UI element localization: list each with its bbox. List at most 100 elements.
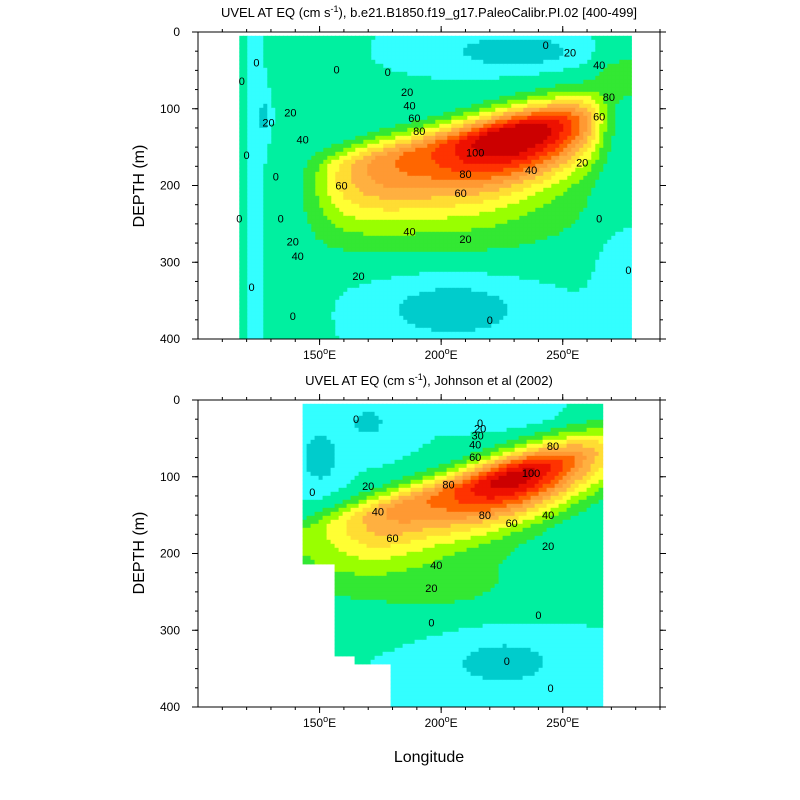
field-cell (407, 67, 412, 73)
field-cell (443, 51, 448, 57)
field-cell (463, 259, 468, 265)
field-cell (271, 299, 276, 305)
field-cell (343, 35, 348, 41)
field-cell (439, 39, 444, 45)
field-cell (311, 255, 316, 261)
field-cell (247, 99, 252, 105)
field-cell (311, 175, 316, 181)
field-cell (275, 275, 280, 281)
field-cell (251, 299, 256, 305)
field-cell (491, 299, 496, 305)
field-cell (355, 255, 360, 261)
field-cell (335, 303, 340, 309)
field-cell (255, 267, 260, 273)
field-cell (339, 195, 344, 201)
field-cell (451, 71, 456, 77)
field-cell (371, 147, 376, 153)
field-cell (383, 55, 388, 61)
field-cell (451, 291, 456, 297)
field-cell (331, 111, 336, 117)
field-cell (319, 231, 324, 237)
field-cell (247, 159, 252, 165)
field-cell (291, 91, 296, 97)
field-cell (495, 139, 500, 145)
field-cell (279, 79, 284, 85)
field-cell (495, 315, 500, 321)
field-cell (431, 307, 436, 313)
field-cell (483, 55, 488, 61)
field-cell (327, 303, 332, 309)
field-cell (419, 143, 424, 149)
field-cell (483, 211, 488, 217)
field-cell (255, 335, 260, 339)
field-cell (307, 203, 312, 209)
field-cell (263, 211, 268, 217)
field-cell (419, 63, 424, 69)
field-cell (359, 111, 364, 117)
field-cell (395, 223, 400, 229)
field-cell (411, 287, 416, 293)
field-cell (443, 251, 448, 257)
field-cell (239, 199, 244, 205)
field-cell (463, 55, 468, 61)
field-cell (347, 87, 352, 93)
field-cell (315, 91, 320, 97)
field-cell (299, 215, 304, 221)
field-cell (267, 267, 272, 273)
field-cell (323, 71, 328, 77)
field-cell (247, 155, 252, 161)
field-cell (283, 231, 288, 237)
field-cell (423, 263, 428, 269)
field-cell (463, 263, 468, 269)
field-cell (251, 311, 256, 317)
field-cell (399, 111, 404, 117)
field-cell (411, 295, 416, 301)
field-cell (375, 203, 380, 209)
field-cell (267, 259, 272, 265)
field-cell (455, 315, 460, 321)
field-cell (347, 227, 352, 233)
field-cell (431, 47, 436, 53)
field-cell (251, 295, 256, 301)
field-cell (495, 159, 500, 165)
field-cell (287, 91, 292, 97)
field-cell (263, 155, 268, 161)
field-cell (319, 267, 324, 273)
field-cell (275, 107, 280, 113)
field-cell (411, 79, 416, 85)
field-cell (363, 235, 368, 241)
field-cell (287, 327, 292, 333)
field-cell (371, 211, 376, 217)
field-cell (327, 39, 332, 45)
field-cell (331, 271, 336, 277)
field-cell (331, 67, 336, 73)
field-cell (455, 167, 460, 173)
field-cell (299, 107, 304, 113)
field-cell (411, 183, 416, 189)
field-cell (443, 151, 448, 157)
field-cell (271, 315, 276, 321)
field-cell (331, 327, 336, 333)
field-cell (343, 207, 348, 213)
field-cell (495, 231, 500, 237)
field-cell (271, 151, 276, 157)
field-cell (431, 155, 436, 161)
field-cell (463, 243, 468, 249)
field-cell (455, 335, 460, 339)
field-cell (455, 263, 460, 269)
field-cell (323, 203, 328, 209)
field-cell (315, 331, 320, 337)
field-cell (395, 235, 400, 241)
field-cell (263, 55, 268, 61)
field-cell (495, 327, 500, 333)
field-cell (439, 155, 444, 161)
field-cell (375, 263, 380, 269)
field-cell (431, 171, 436, 177)
field-cell (343, 191, 348, 197)
field-cell (299, 91, 304, 97)
field-cell (303, 135, 308, 141)
field-cell (487, 143, 492, 149)
field-cell (415, 183, 420, 189)
field-cell (463, 115, 468, 121)
field-cell (283, 223, 288, 229)
